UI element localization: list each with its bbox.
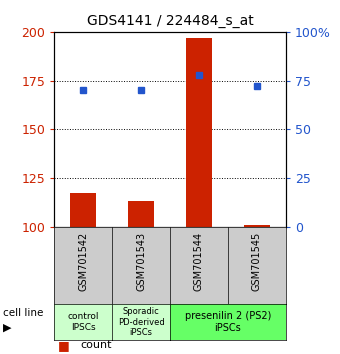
Text: ■: ■ <box>58 339 70 352</box>
Text: Sporadic
PD-derived
iPSCs: Sporadic PD-derived iPSCs <box>118 307 165 337</box>
Bar <box>70 193 96 227</box>
Title: GDS4141 / 224484_s_at: GDS4141 / 224484_s_at <box>87 14 253 28</box>
Text: GSM701542: GSM701542 <box>78 232 88 291</box>
Text: control
IPSCs: control IPSCs <box>68 313 99 332</box>
Text: count: count <box>80 340 112 350</box>
Text: cell line: cell line <box>3 308 44 318</box>
Text: GSM701544: GSM701544 <box>194 232 204 291</box>
Bar <box>186 38 212 227</box>
Text: GSM701545: GSM701545 <box>252 232 262 291</box>
Bar <box>128 201 154 227</box>
Text: ▶: ▶ <box>3 322 12 332</box>
Text: presenilin 2 (PS2)
iPSCs: presenilin 2 (PS2) iPSCs <box>185 311 271 333</box>
Text: GSM701543: GSM701543 <box>136 232 146 291</box>
Bar <box>244 225 270 227</box>
